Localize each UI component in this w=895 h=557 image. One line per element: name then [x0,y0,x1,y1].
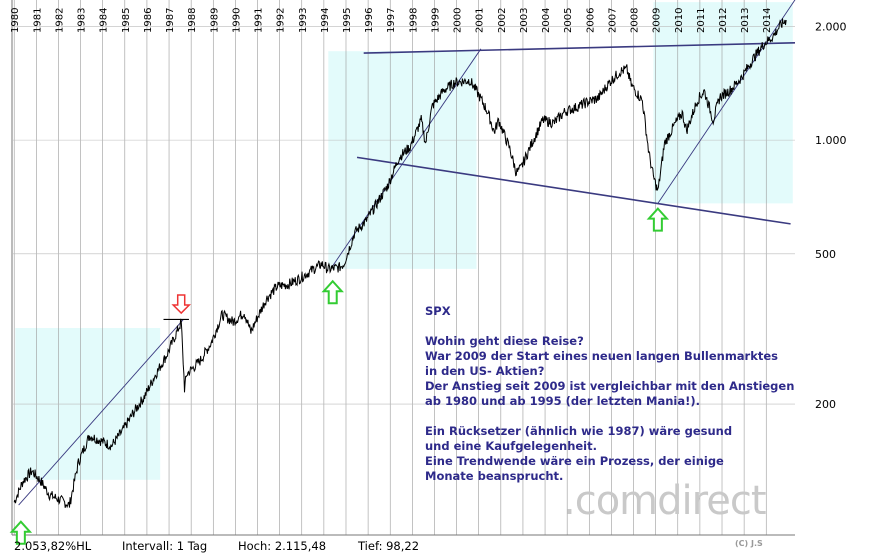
commentary: SPX Wohin geht diese Reise? War 2009 der … [425,304,805,484]
x-tick-label: 1991 [254,8,265,33]
copyright: (C) J.S [735,539,763,548]
commentary-line: War 2009 der Start eines neuen langen Bu… [425,349,779,363]
x-tick-label: 1998 [408,8,419,33]
x-tick-label: 2012 [718,8,729,33]
trend-line [657,0,796,204]
commentary-line: Der Anstieg seit 2009 ist vergleichbar m… [425,379,795,393]
x-tick-label: 1980 [10,8,21,33]
footer-interval: Intervall: 1 Tag [122,539,208,553]
x-tick-label: 2004 [541,8,552,33]
x-tick-label: 1992 [276,8,287,33]
y-tick-label: 2.000 [815,20,847,33]
signal-arrows [9,207,670,545]
x-tick-label: 1995 [342,8,353,33]
x-tick-label: 2010 [674,8,685,33]
x-tick-label: 1982 [54,8,65,33]
y-tick-label: 500 [815,248,836,261]
up-arrow-1980 [9,520,33,545]
grid-lines [11,0,795,536]
x-tick-label: 2003 [519,8,530,33]
x-tick-label: 1986 [143,8,154,33]
footer-change: 2.053,82%HL [14,539,92,553]
trend-line [356,156,791,225]
x-tick-label: 1981 [32,8,43,33]
trend-line [18,319,184,506]
x-tick-label: 2001 [475,8,486,33]
x-tick-label: 1990 [231,8,242,33]
watermark: .comdirect [563,478,766,524]
x-tick-label: 2011 [696,8,707,33]
trend-lines [18,0,796,506]
footer-stats: 2.053,82%HL Intervall: 1 Tag Hoch: 2.115… [0,535,895,557]
y-tick-label: 1.000 [815,134,847,147]
highlight-box [653,2,793,204]
x-tick-label: 1984 [99,8,110,33]
x-tick-label: 1994 [320,8,331,33]
x-tick-label: 1996 [364,8,375,33]
up-arrow-1995 [321,279,344,305]
commentary-lines: Wohin geht diese Reise? War 2009 der Star… [425,334,805,484]
x-tick-label: 2000 [453,8,464,33]
price-line [13,18,787,509]
x-tick-label: 1987 [165,8,176,33]
x-tick-label: 1999 [430,8,441,33]
x-tick-label: 1988 [187,8,198,33]
x-tick-label: 1993 [298,8,309,33]
commentary-line: ab 1980 und ab 1995 (der letzten Mania!)… [425,394,700,408]
footer-high: Hoch: 2.115,48 [238,539,327,553]
x-axis-labels: 1980 1981 1982 1983 1984 1985 1986 1987 1988 1989… [10,8,773,33]
commentary-line: in den US- Aktien? [425,364,545,378]
y-axis-labels: 200 500 1.000 2.000 [815,20,847,411]
x-tick-label: 2007 [607,8,618,33]
x-tick-label: 1985 [121,8,132,33]
commentary-line: Monate beansprucht. [425,469,564,483]
x-tick-label: 2009 [652,8,663,33]
commentary-title: SPX [425,304,451,318]
x-tick-label: 2008 [630,8,641,33]
x-tick-label: 2002 [497,8,508,33]
x-tick-label: 1983 [77,8,88,33]
x-tick-label: 2014 [762,8,773,33]
x-tick-label: 1997 [386,8,397,33]
x-tick-label: 2013 [740,8,751,33]
price-series [13,18,787,509]
x-tick-label: 2005 [563,8,574,33]
y-tick-label: 200 [815,398,836,411]
commentary-line: Ein Rücksetzer (ähnlich wie 1987) wäre g… [425,424,733,438]
commentary-line: Eine Trendwende wäre ein Prozess, der ei… [425,454,724,468]
down-arrow-1987 [171,294,192,315]
commentary-line: und eine Kaufgelegenheit. [425,439,597,453]
up-arrow-2009 [646,207,670,232]
commentary-line [425,409,805,424]
x-tick-label: 1989 [209,8,220,33]
footer-low: Tief: 98,22 [358,539,420,553]
trend-line [363,42,796,54]
commentary-line: Wohin geht diese Reise? [425,334,584,348]
x-tick-label: 2006 [585,8,596,33]
